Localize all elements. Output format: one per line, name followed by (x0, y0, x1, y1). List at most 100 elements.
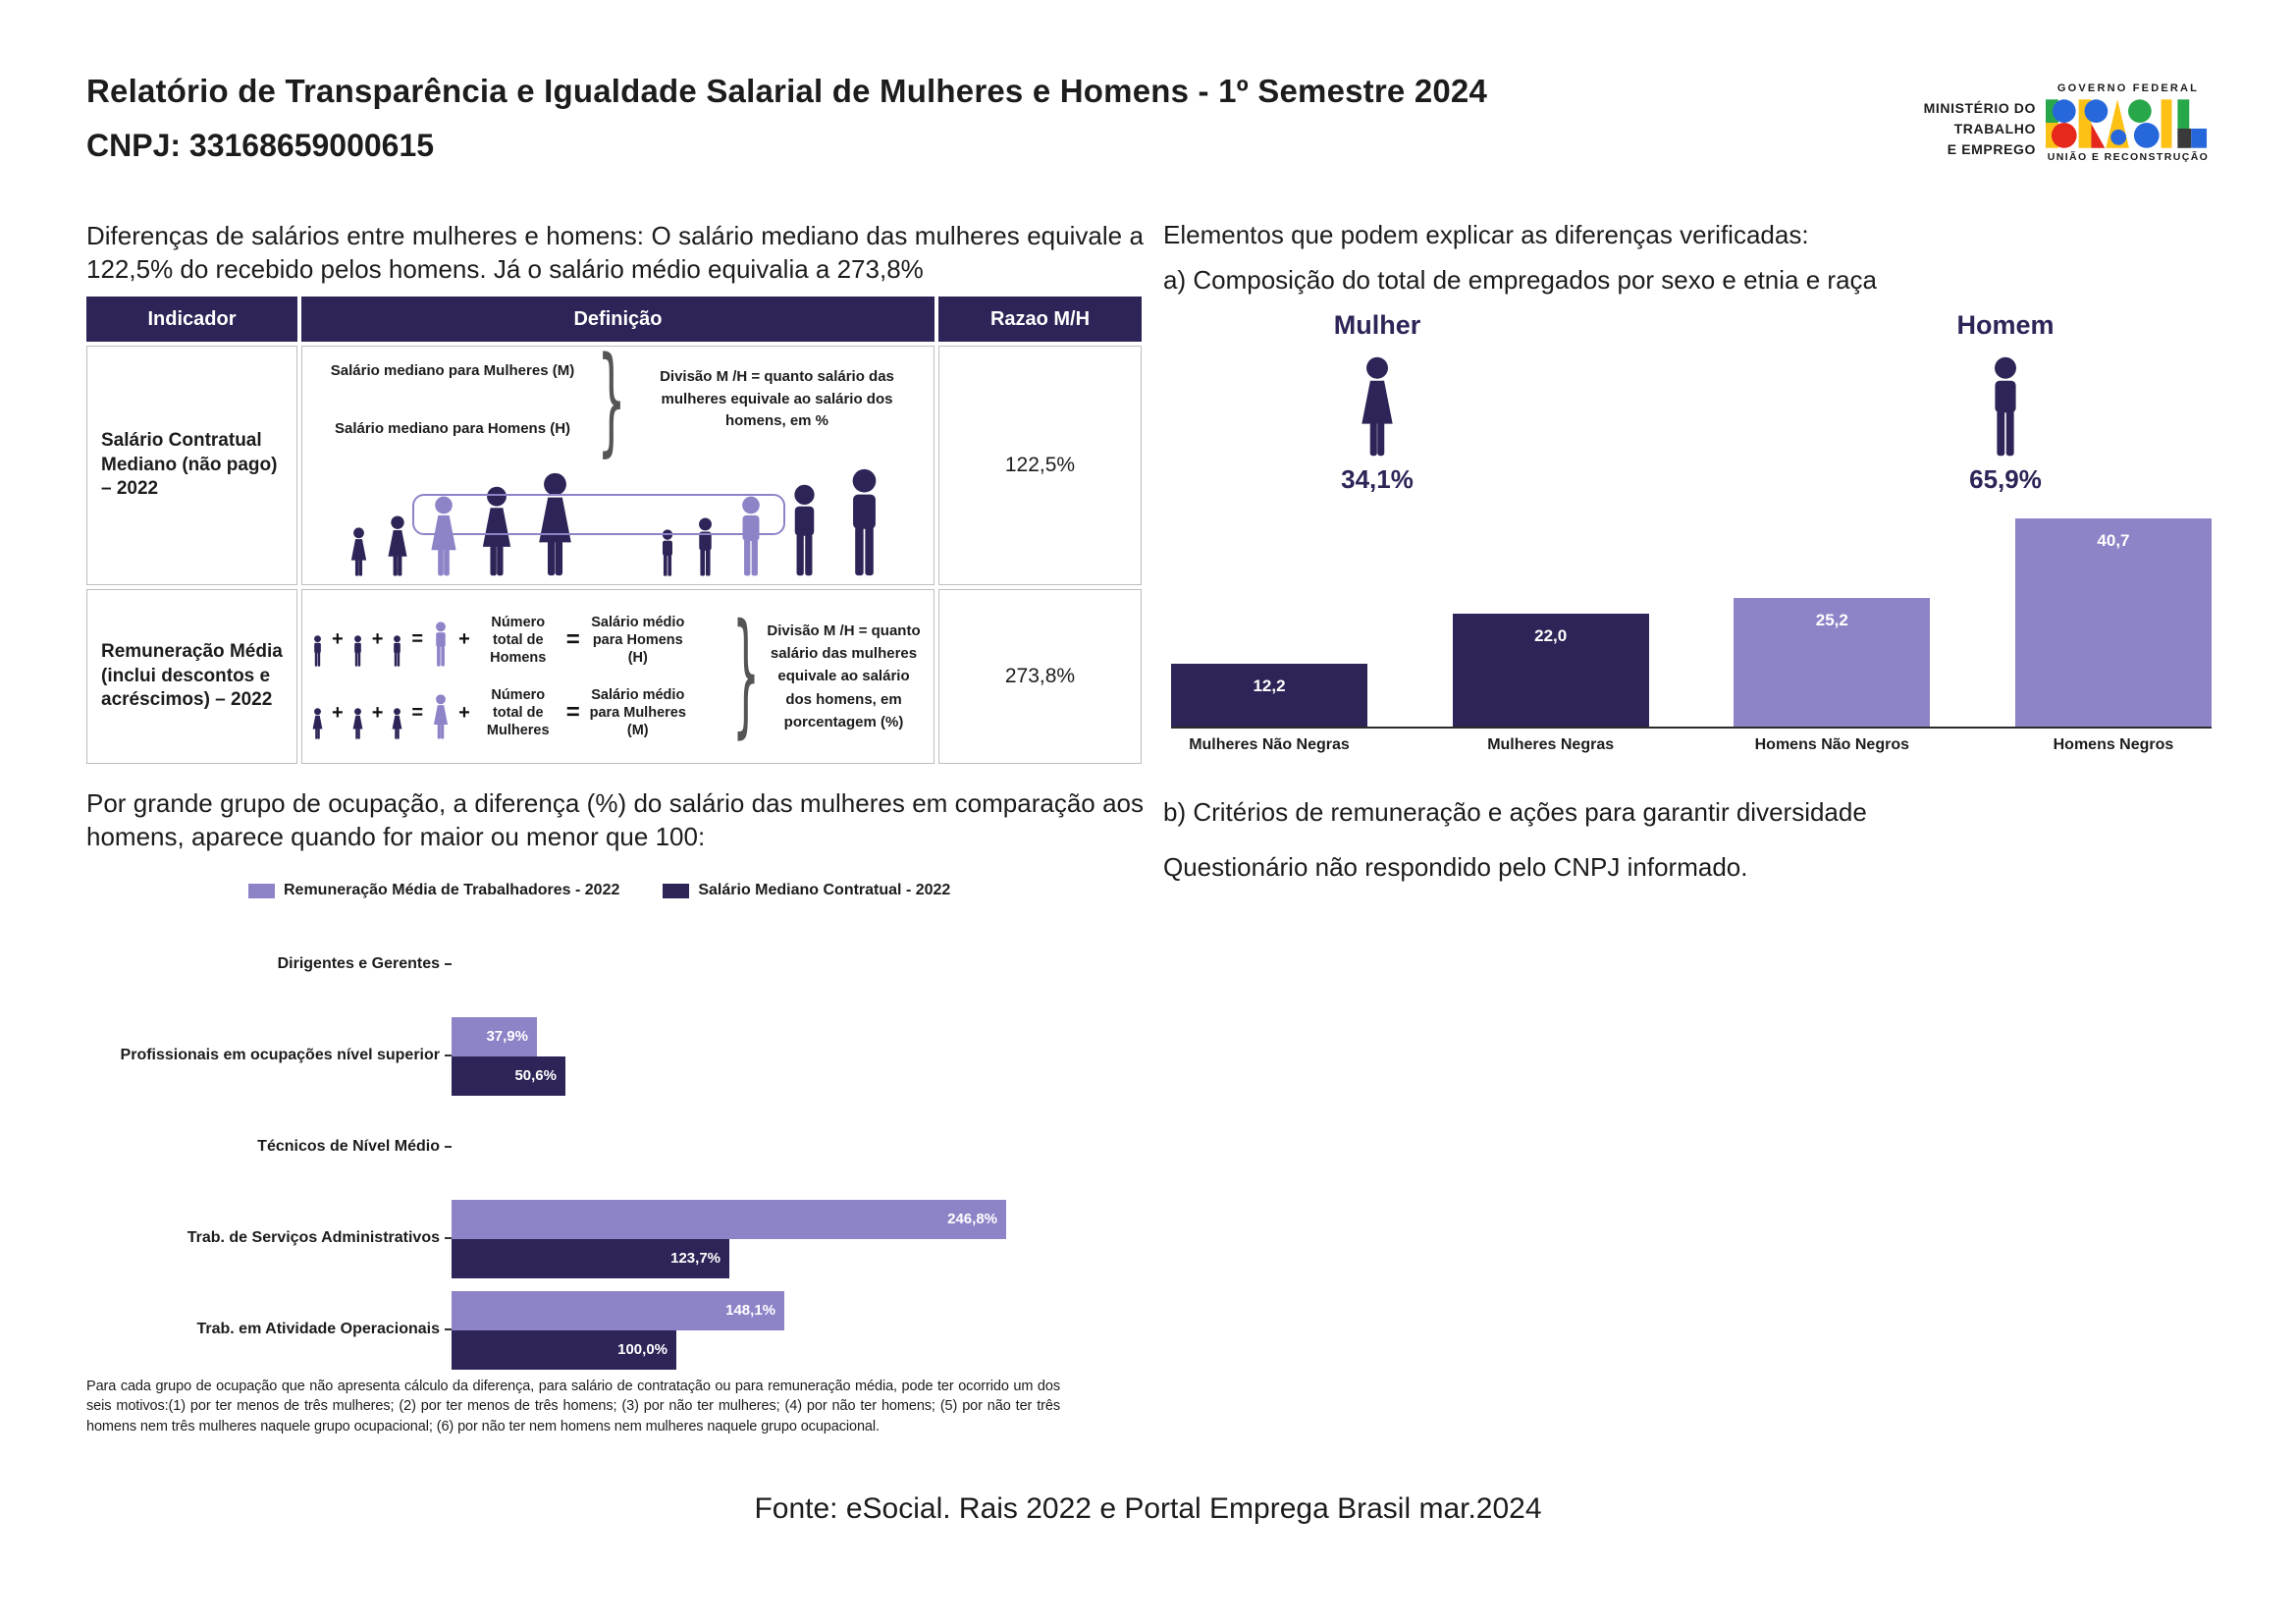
subsection-b-text: Questionário não respondido pelo CNPJ in… (1163, 852, 1748, 882)
occupation-bar: 50,6% (452, 1055, 565, 1096)
equation-label-mean-men: Salário médio para Homens (H) (591, 614, 685, 666)
chart-legend: Remuneração Média de Trabalhadores - 202… (248, 882, 950, 899)
composition-category-label: Homens Negros (2053, 736, 2174, 753)
legend-item-mediano: Salário Mediano Contratual - 2022 (663, 882, 950, 899)
equation-men: + + = + Número total de Homens = Salário… (310, 614, 730, 667)
occupation-category-text: Técnicos de Nível Médio (257, 1138, 440, 1156)
woman-icon (390, 708, 404, 740)
occupation-row: Profissionais em ocupações nível superio… (86, 1010, 1144, 1102)
ratio-value-mean: 273,8% (938, 589, 1142, 764)
woman-icon (430, 694, 452, 740)
occupation-category-text: Dirigentes e Gerentes (277, 955, 440, 973)
woman-icon (430, 496, 456, 576)
pictogram-label-mulher: Mulher (1333, 310, 1421, 340)
ministry-line: E EMPREGO (1947, 141, 2036, 157)
woman-icon (538, 472, 571, 576)
ministry-logo-text: MINISTÉRIO DO TRABALHO E EMPREGO (1851, 98, 2036, 160)
gov-logo-bottom-text: UNIÃO E RECONSTRUÇÃO (2047, 151, 2210, 163)
legend-label: Remuneração Média de Trabalhadores - 202… (284, 882, 620, 898)
man-icon (430, 622, 452, 667)
median-connector-outline (412, 494, 785, 535)
composition-chart-categories: Mulheres Não Negras Mulheres Negras Homens… (1171, 736, 2212, 754)
bar-value-label: 40,7 (2097, 531, 2130, 550)
bar-value-label: 123,7% (670, 1250, 721, 1267)
gov-logo-top-text: GOVERNO FEDERAL (2056, 82, 2200, 94)
man-icon (1897, 356, 2113, 457)
legend-label: Salário Mediano Contratual - 2022 (698, 882, 951, 898)
bar-value-label: 246,8% (947, 1211, 997, 1227)
occupation-category-label: Técnicos de Nível Médio (86, 1138, 452, 1156)
indicator-cell-median: Salário Contratual Mediano (não pago) – … (86, 346, 297, 585)
man-icon (390, 635, 404, 667)
equation-women: + + = + Número total de Mulheres = Salár… (310, 686, 730, 740)
table-header-razao: Razao M/H (938, 297, 1142, 342)
report-title: Relatório de Transparência e Igualdade S… (86, 73, 1488, 109)
woman-icon (1269, 356, 1485, 457)
right-column: Elementos que podem explicar as diferenç… (1163, 220, 2218, 927)
composition-category-label: Homens Não Negros (1754, 736, 1909, 753)
occupation-category-label: Profissionais em ocupações nível superio… (86, 1047, 452, 1064)
plus-sign: + (371, 628, 384, 651)
table-header-indicador: Indicador (86, 297, 297, 342)
composition-category-label: Mulheres Não Negras (1189, 736, 1350, 753)
definition-cell-mean: + + = + Número total de Homens = Salário… (301, 589, 934, 764)
bar-value-label: 22,0 (1534, 626, 1568, 645)
brace-glyph: } (597, 330, 626, 469)
woman-icon (350, 708, 365, 740)
legend-swatch-dark (663, 883, 690, 898)
bar-value-label: 37,9% (486, 1028, 528, 1045)
man-icon (698, 517, 712, 576)
definition-note-median: Divisão M /H = quanto salário das mulher… (660, 368, 894, 430)
pictogram-value-homem: 65,9% (1969, 464, 2042, 494)
axis-tick (445, 1055, 452, 1057)
occupation-row: Dirigentes e Gerentes (86, 919, 1144, 1010)
pictogram-homem: Homem 65,9% (1897, 310, 2113, 495)
indicators-table: Indicador Definição Razao M/H Salário Co… (86, 297, 1142, 764)
elements-heading: Elementos que podem explicar as diferenç… (1163, 220, 1809, 249)
plus-sign: + (458, 701, 470, 724)
woman-icon (350, 527, 366, 576)
occupation-bar-chart: Dirigentes e Gerentes Profissionais em oc… (86, 919, 1144, 1376)
axis-tick (445, 1146, 452, 1149)
occupation-category-text: Profissionais em ocupações nível superio… (120, 1047, 440, 1064)
occupation-bar: 100,0% (452, 1329, 676, 1370)
man-icon (852, 468, 876, 576)
equals-sign: = (565, 625, 580, 653)
equals-sign: = (411, 701, 424, 724)
footnote: Para cada grupo de ocupação que não apre… (86, 1379, 1060, 1434)
woman-icon (312, 708, 323, 740)
man-icon (350, 635, 365, 667)
occupation-bar: 37,9% (452, 1016, 537, 1056)
occupation-category-label: Dirigentes e Gerentes (86, 955, 452, 973)
occupation-category-label: Trab. de Serviços Administrativos (86, 1229, 452, 1247)
plus-sign: + (332, 701, 344, 724)
occupation-bar: 246,8% (452, 1199, 1006, 1239)
occupation-row: Técnicos de Nível Médio (86, 1102, 1144, 1193)
man-icon (310, 635, 325, 667)
occupation-section-heading: Por grande grupo de ocupação, a diferenç… (86, 788, 1144, 851)
definition-line-women: Salário mediano para Mulheres (M) (330, 362, 575, 379)
plus-sign: + (332, 628, 344, 651)
pictogram-mulher: Mulher 34,1% (1269, 310, 1485, 495)
man-icon (1995, 356, 2016, 457)
ratio-value-median: 122,5% (938, 346, 1142, 585)
composition-bar: 22,0 (1452, 614, 1649, 727)
occupation-bar-group: 37,9% 50,6% (452, 1016, 565, 1096)
definition-line-men: Salário mediano para Homens (H) (334, 420, 571, 437)
man-icon (394, 635, 401, 667)
equation-label-total-women: Número total de Mulheres (486, 687, 550, 739)
composition-category-label: Mulheres Negras (1487, 736, 1615, 753)
woman-icon (310, 708, 325, 740)
occupation-bar-group: 246,8% 123,7% (452, 1199, 1006, 1278)
man-icon (353, 635, 361, 667)
definition-cell-median: Salário mediano para Mulheres (M) Salári… (301, 341, 934, 585)
composition-bar-chart: 12,2 22,0 25,2 40,7 Mulheres Não Negras Mulh… (1171, 509, 2212, 754)
pictogram-value-mulher: 34,1% (1341, 464, 1414, 494)
table-header-definicao: Definição (301, 297, 934, 342)
composition-bar: 40,7 (2014, 518, 2212, 727)
man-icon (436, 622, 447, 667)
axis-tick (445, 1328, 452, 1331)
cnpj-line: CNPJ: 33168659000615 (86, 128, 435, 163)
subsection-a-heading: a) Composição do total de empregados por… (1163, 265, 1877, 295)
